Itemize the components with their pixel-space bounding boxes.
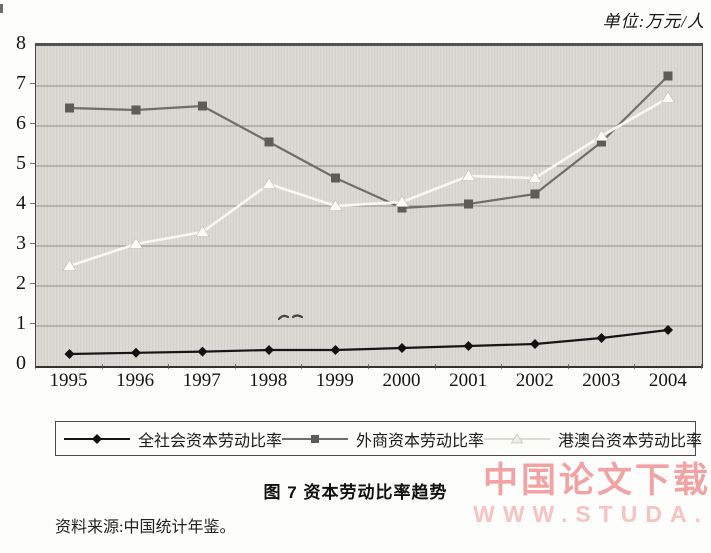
x-axis-tick-6 <box>434 364 436 369</box>
y-axis-label-5: 5 <box>16 152 26 174</box>
y-axis-tick-5 <box>30 163 35 164</box>
marker-foreign-2003 <box>597 137 606 147</box>
marker-foreign-1995 <box>65 103 74 113</box>
marker-whole-society-1996 <box>131 347 141 358</box>
marker-whole-society-2002 <box>530 339 540 349</box>
marker-whole-society-2004 <box>663 325 673 335</box>
marker-hk-macao-taiwan-1997 <box>195 225 210 237</box>
legend-label-whole-society: 全社会资本劳动比率 <box>138 432 283 450</box>
y-axis-tick-3 <box>30 243 35 244</box>
legend-entry-hk-macao-taiwan: 港澳台资本劳动比率 <box>484 427 702 451</box>
x-axis-label-2001: 2001 <box>449 370 488 391</box>
marker-foreign-1998 <box>264 137 274 147</box>
x-axis-label-1999: 1999 <box>315 370 354 391</box>
legend-entry-foreign: 外商资本劳动比率 <box>282 427 484 451</box>
chart-series-svg <box>36 71 702 359</box>
x-axis-tick-4 <box>301 364 303 369</box>
x-axis-label-2000: 2000 <box>382 370 421 391</box>
y-axis-label-2: 2 <box>16 272 26 294</box>
watermark-line2: WWW.STUDA. <box>473 501 709 527</box>
marker-whole-society-1995 <box>64 349 75 359</box>
marker-whole-society-1997 <box>197 346 208 357</box>
source-note: 资料来源:中国统计年鉴。 <box>55 519 236 536</box>
marker-hk-macao-taiwan-1995 <box>62 259 77 271</box>
marker-foreign-2002 <box>530 189 540 199</box>
x-axis-tick-2 <box>168 364 170 369</box>
y-axis-tick-6 <box>30 123 35 124</box>
scan-edge-artifact <box>0 4 3 13</box>
x-axis-label-2002: 2002 <box>515 370 554 391</box>
y-axis-label-0: 0 <box>16 352 26 374</box>
marker-whole-society-2001 <box>463 341 474 351</box>
marker-foreign-2001 <box>464 199 473 209</box>
x-axis-tick-7 <box>501 364 503 369</box>
legend-square-icon <box>282 434 349 443</box>
y-axis-label-1: 1 <box>16 312 26 334</box>
y-axis-tick-4 <box>30 203 35 204</box>
y-axis-label-4: 4 <box>16 192 26 214</box>
legend-label-hk-macao-taiwan: 港澳台资本劳动比率 <box>558 432 703 450</box>
marker-hk-macao-taiwan-2003 <box>594 129 609 141</box>
marker-hk-macao-taiwan-2004 <box>660 91 676 103</box>
watermark: 中国论文下载 WWW.STUDA. <box>473 463 711 526</box>
legend-triangle-icon <box>484 432 551 443</box>
x-axis-label-1995: 1995 <box>49 370 88 391</box>
y-axis-tick-2 <box>30 283 35 284</box>
marker-whole-society-1998 <box>264 345 274 355</box>
y-axis-label-6: 6 <box>16 112 26 134</box>
x-axis-tick-0 <box>35 364 36 369</box>
marker-foreign-1999 <box>331 173 340 183</box>
x-axis-label-1997: 1997 <box>182 370 221 391</box>
x-axis-label-1998: 1998 <box>249 370 288 391</box>
marker-foreign-1996 <box>131 105 141 115</box>
series-line-foreign <box>69 75 669 210</box>
ink-smudge-artifact <box>277 314 304 321</box>
x-axis-tick-5 <box>368 364 369 369</box>
marker-whole-society-2003 <box>596 333 607 343</box>
chart-legend: 全社会资本劳动比率 外商资本劳动比率 港澳台资本劳动比率 <box>55 421 702 456</box>
series-line-hk-macao-taiwan <box>69 96 669 268</box>
marker-hk-macao-taiwan-1999 <box>328 199 343 211</box>
legend-diamond-icon <box>64 433 130 444</box>
marker-foreign-1997 <box>198 101 207 111</box>
x-axis-tick-3 <box>234 364 236 369</box>
y-axis-tick-1 <box>30 323 35 324</box>
marker-foreign-2004 <box>663 71 673 81</box>
x-axis-label-2004: 2004 <box>648 370 687 391</box>
x-axis-tick-8 <box>567 364 569 369</box>
plot-area <box>35 43 703 368</box>
marker-hk-macao-taiwan-1996 <box>128 237 144 249</box>
marker-hk-macao-taiwan-1998 <box>261 177 277 189</box>
marker-whole-society-2000 <box>397 343 407 353</box>
marker-hk-macao-taiwan-2001 <box>461 169 476 181</box>
watermark-line1: 中国论文下载 <box>482 461 711 500</box>
marker-foreign-2000 <box>397 203 407 213</box>
y-axis-label-7: 7 <box>16 72 26 94</box>
marker-hk-macao-taiwan-2000 <box>394 195 410 207</box>
y-axis-label-8: 8 <box>16 32 26 54</box>
x-axis-tick-10 <box>701 364 702 369</box>
y-axis-label-3: 3 <box>16 232 26 254</box>
x-axis-label-1996: 1996 <box>116 370 155 391</box>
figure-caption: 图 7 资本劳动比率趋势 <box>263 483 448 502</box>
marker-hk-macao-taiwan-2002 <box>527 171 543 183</box>
series-line-whole-society <box>69 328 669 356</box>
marker-whole-society-1999 <box>330 345 341 355</box>
y-axis-tick-7 <box>30 83 35 84</box>
x-axis-tick-1 <box>101 364 103 369</box>
x-axis-tick-9 <box>634 364 636 369</box>
legend-label-foreign: 外商资本劳动比率 <box>356 432 485 450</box>
legend-entry-whole-society: 全社会资本劳动比率 <box>64 427 282 451</box>
x-axis-label-2003: 2003 <box>582 370 621 391</box>
unit-label: 单位:万元/人 <box>602 12 705 31</box>
